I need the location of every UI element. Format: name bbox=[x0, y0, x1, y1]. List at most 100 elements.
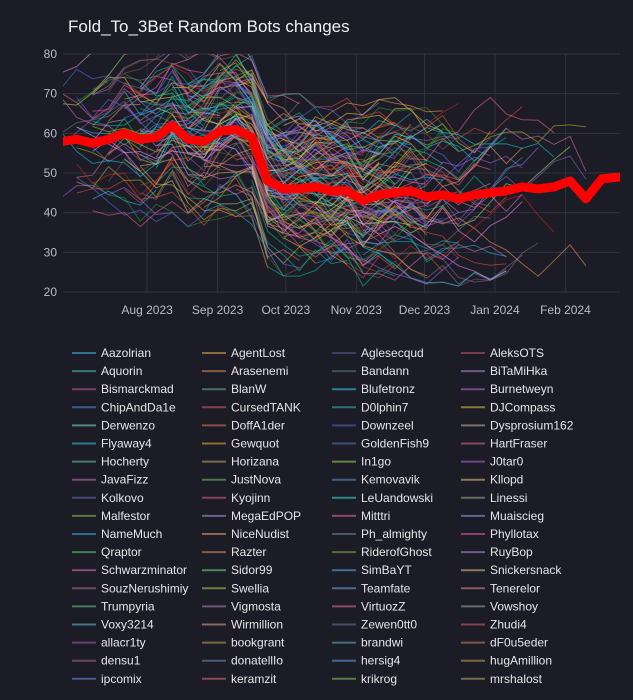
legend-item[interactable]: MegaEdPOP bbox=[202, 509, 301, 523]
axis-labels: 20 30 40 50 60 70 80 Aug 2023 Sep 2023 Oct 2023 No… bbox=[44, 47, 591, 317]
legend-item[interactable]: Hocherty bbox=[72, 455, 149, 469]
legend-item[interactable]: Aquorin bbox=[72, 364, 142, 378]
legend[interactable]: Aazolrian AgentLost Aglesecqud AleksOTS Aquo… bbox=[72, 346, 574, 686]
legend-item[interactable]: BlanW bbox=[202, 382, 267, 396]
legend-item[interactable]: Linessi bbox=[461, 491, 527, 505]
legend-item[interactable]: Burnetweyn bbox=[461, 382, 553, 396]
legend-item[interactable]: Swellia bbox=[202, 581, 269, 595]
legend-item[interactable]: Vowshoy bbox=[461, 599, 538, 613]
legend-item[interactable]: dF0u5eder bbox=[461, 636, 548, 650]
legend-item[interactable]: Razter bbox=[202, 545, 266, 559]
legend-item[interactable]: NiceNudist bbox=[202, 527, 290, 541]
legend-item[interactable]: ipcomix bbox=[72, 672, 142, 686]
legend-item[interactable]: Kllopd bbox=[461, 473, 523, 487]
legend-item[interactable]: Gewquot bbox=[202, 437, 280, 451]
legend-item[interactable]: brandwi bbox=[332, 636, 403, 650]
bot-series-line bbox=[124, 59, 332, 141]
legend-item[interactable]: SimBaYT bbox=[332, 563, 412, 577]
legend-item[interactable]: BiTaMiHka bbox=[461, 364, 548, 378]
bot-series-line bbox=[76, 147, 109, 162]
legend-label: Bismarckmad bbox=[101, 382, 174, 396]
legend-item[interactable]: Kemovavik bbox=[332, 473, 421, 487]
legend-item[interactable]: Blufetronz bbox=[332, 382, 415, 396]
legend-item[interactable]: Malfestor bbox=[72, 509, 150, 523]
legend-item[interactable]: Voxy3214 bbox=[72, 618, 154, 632]
legend-item[interactable]: hugAmillion bbox=[461, 654, 552, 668]
legend-item[interactable]: Zhudi4 bbox=[461, 618, 527, 632]
legend-item[interactable]: AleksOTS bbox=[461, 346, 544, 360]
legend-label: J0tar0 bbox=[490, 455, 524, 469]
legend-item[interactable]: NameMuch bbox=[72, 527, 162, 541]
legend-label: BiTaMiHka bbox=[490, 364, 548, 378]
legend-item[interactable]: Mitttri bbox=[332, 509, 390, 523]
legend-item[interactable]: Flyaway4 bbox=[72, 437, 152, 451]
legend-item[interactable]: Trumpyria bbox=[72, 599, 155, 613]
legend-item[interactable]: Snickersnack bbox=[461, 563, 562, 577]
legend-label: Tenerelor bbox=[490, 581, 540, 595]
legend-item[interactable]: bookgrant bbox=[202, 636, 285, 650]
legend-item[interactable]: ChipAndDa1e bbox=[72, 400, 176, 414]
legend-item[interactable]: Muaiscieg bbox=[461, 509, 544, 523]
legend-item[interactable]: Sidor99 bbox=[202, 563, 273, 577]
legend-item[interactable]: keramzit bbox=[202, 672, 277, 686]
legend-item[interactable]: RuyBop bbox=[461, 545, 533, 559]
legend-item[interactable]: SouzNerushimiy bbox=[72, 581, 188, 595]
legend-item[interactable]: mrshalost bbox=[461, 672, 543, 686]
bot-series-line bbox=[76, 107, 173, 146]
legend-item[interactable]: VirtuozZ bbox=[332, 599, 405, 613]
legend-item[interactable]: Qraptor bbox=[72, 545, 142, 559]
legend-item[interactable]: Downzeel bbox=[332, 418, 414, 432]
legend-item[interactable]: krikrog bbox=[332, 672, 397, 686]
legend-label: Hocherty bbox=[101, 455, 149, 469]
y-tick-label: 40 bbox=[44, 206, 58, 220]
legend-item[interactable]: Wirmillion bbox=[202, 618, 283, 632]
legend-item[interactable]: JavaFizz bbox=[72, 473, 148, 487]
legend-item[interactable]: LeUandowski bbox=[332, 491, 433, 505]
legend-item[interactable]: Phyllotax bbox=[461, 527, 539, 541]
legend-item[interactable]: Dysprosium162 bbox=[461, 418, 574, 432]
bot-series-line bbox=[331, 96, 555, 170]
legend-label: Arasenemi bbox=[231, 364, 288, 378]
y-tick-label: 50 bbox=[44, 166, 58, 180]
legend-item[interactable]: RiderofGhost bbox=[332, 545, 432, 559]
legend-item[interactable]: allacr1ty bbox=[72, 636, 146, 650]
legend-item[interactable]: HartFraser bbox=[461, 437, 547, 451]
legend-item[interactable]: Zewen0tt0 bbox=[332, 618, 417, 632]
legend-item[interactable]: hersig4 bbox=[332, 654, 401, 668]
legend-label: Kemovavik bbox=[361, 473, 421, 487]
legend-item[interactable]: Vigmosta bbox=[202, 599, 281, 613]
legend-label: Zhudi4 bbox=[490, 618, 527, 632]
legend-item[interactable]: J0tar0 bbox=[461, 455, 524, 469]
legend-item[interactable]: Kyojinn bbox=[202, 491, 270, 505]
bot-series-line bbox=[76, 179, 269, 269]
bot-series-line bbox=[235, 94, 300, 160]
legend-item[interactable]: D0lphin7 bbox=[332, 400, 409, 414]
legend-item[interactable]: JustNova bbox=[202, 473, 281, 487]
legend-item[interactable]: Teamfate bbox=[332, 581, 411, 595]
legend-item[interactable]: AgentLost bbox=[202, 346, 286, 360]
legend-item[interactable]: Tenerelor bbox=[461, 581, 540, 595]
legend-item[interactable]: Schwarzminator bbox=[72, 563, 187, 577]
legend-label: Linessi bbox=[490, 491, 527, 505]
legend-item[interactable]: Derwenzo bbox=[72, 418, 155, 432]
legend-item[interactable]: Aglesecqud bbox=[332, 346, 424, 360]
bot-series-line bbox=[363, 202, 428, 231]
legend-item[interactable]: densu1 bbox=[72, 654, 141, 668]
legend-item[interactable]: GoldenFish9 bbox=[332, 437, 429, 451]
legend-item[interactable]: DJCompass bbox=[461, 400, 555, 414]
bot-series-line bbox=[283, 218, 380, 267]
bot-series-line bbox=[92, 67, 125, 96]
legend-item[interactable]: Kolkovo bbox=[72, 491, 144, 505]
legend-item[interactable]: donatellIo bbox=[202, 654, 283, 668]
legend-label: donatellIo bbox=[231, 654, 283, 668]
legend-item[interactable]: In1go bbox=[332, 455, 391, 469]
legend-item[interactable]: Horizana bbox=[202, 455, 279, 469]
legend-label: hugAmillion bbox=[490, 654, 552, 668]
legend-item[interactable]: DoffA1der bbox=[202, 418, 285, 432]
legend-item[interactable]: Ph_almighty bbox=[332, 527, 427, 541]
legend-item[interactable]: Aazolrian bbox=[72, 346, 151, 360]
legend-item[interactable]: Bismarckmad bbox=[72, 382, 174, 396]
legend-item[interactable]: Arasenemi bbox=[202, 364, 288, 378]
legend-item[interactable]: CursedTANK bbox=[202, 400, 301, 414]
legend-item[interactable]: Bandann bbox=[332, 364, 409, 378]
